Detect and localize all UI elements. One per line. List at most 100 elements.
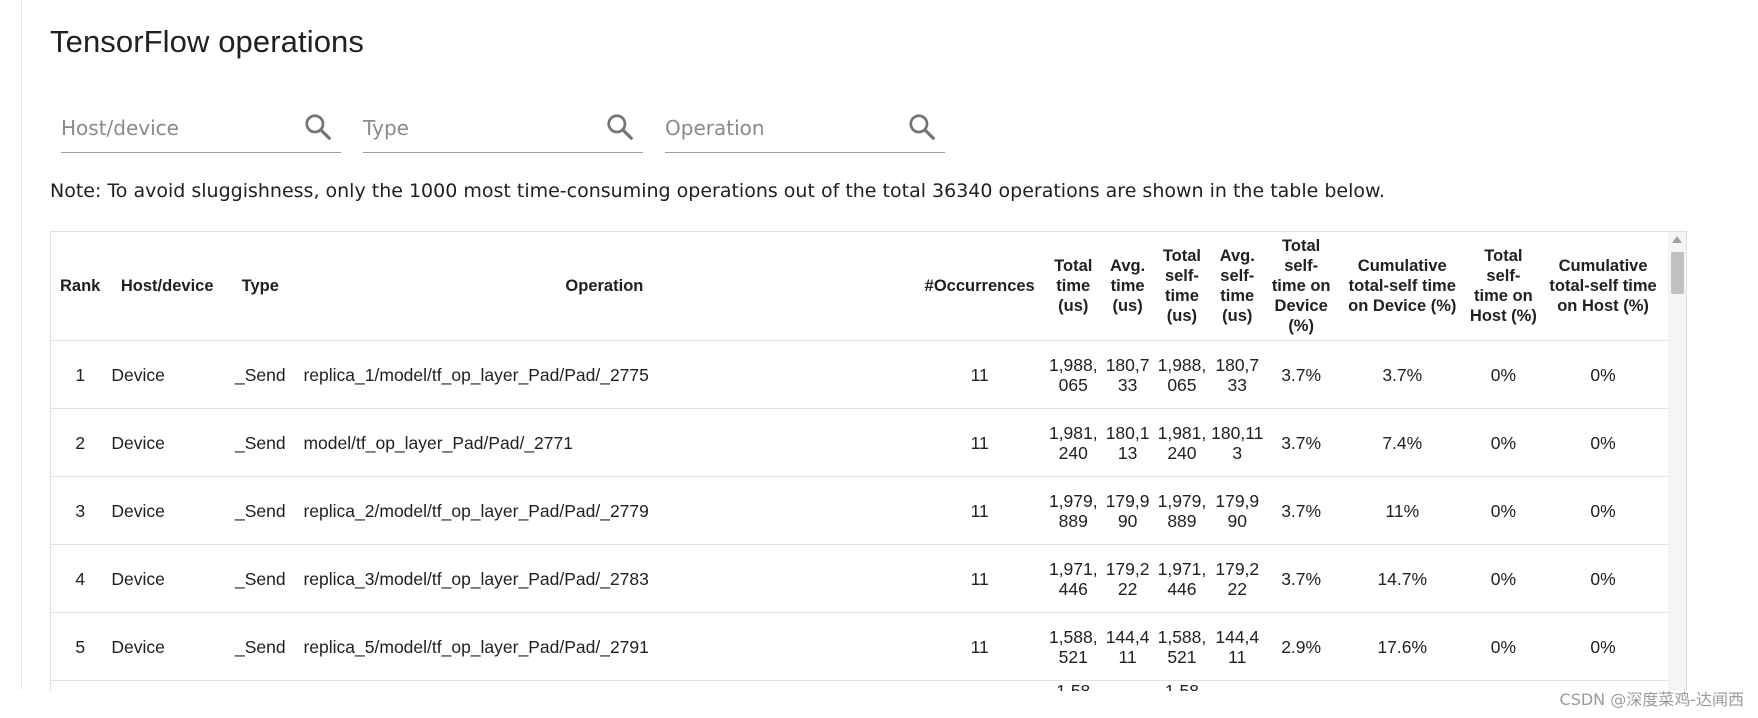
table-row[interactable]: 4 Device _Send replica_3/model/tf_op_lay…: [51, 544, 1667, 613]
cell-host-device: Device: [109, 544, 226, 613]
cell-host-device: Device: [109, 408, 226, 477]
cell-avg-self-time: 179,222: [1209, 544, 1266, 613]
cell-host-device: Device: [109, 476, 226, 545]
cell-avg-time: 179,990: [1100, 476, 1155, 545]
cell-avg-time: [1100, 680, 1155, 691]
column-header-self-time-host-pct[interactable]: Total self-time on Host (%): [1467, 232, 1540, 341]
cell-host-device: [109, 680, 226, 691]
search-icon[interactable]: [303, 112, 333, 142]
cell-host-pct: 0%: [1467, 612, 1540, 681]
cell-operation: replica_3/model/tf_op_layer_Pad/Pad/_278…: [295, 544, 914, 613]
cell-operation: model/tf_op_layer_Pad/Pad/_2771: [295, 408, 914, 477]
cell-total-time: 1,988,065: [1046, 340, 1101, 409]
cell-operation: [295, 680, 914, 691]
table-row[interactable]: 2 Device _Send model/tf_op_layer_Pad/Pad…: [51, 408, 1667, 477]
search-icon[interactable]: [605, 112, 635, 142]
host-device-filter: [61, 104, 341, 153]
column-header-host-device[interactable]: Host/device: [109, 232, 226, 341]
column-header-self-time-device-pct[interactable]: Total self-time on Device (%): [1265, 232, 1337, 341]
cell-total-time: 1,58: [1046, 680, 1101, 691]
column-header-avg-time[interactable]: Avg. time (us): [1100, 232, 1155, 341]
host-device-search-input[interactable]: [61, 114, 291, 142]
cell-host-pct: [1467, 680, 1540, 691]
cell-avg-self-time: 179,990: [1209, 476, 1266, 545]
cell-host-pct: 0%: [1467, 340, 1540, 409]
cell-operation: replica_2/model/tf_op_layer_Pad/Pad/_277…: [295, 476, 914, 545]
table-row[interactable]: 1 Device _Send replica_1/model/tf_op_lay…: [51, 340, 1667, 409]
cell-type: _Send: [225, 476, 296, 545]
cell-device-pct: 3.7%: [1265, 340, 1337, 409]
cell-total-time: 1,979,889: [1046, 476, 1101, 545]
operations-table-container[interactable]: Rank Host/device Type Operation #Occurre…: [50, 231, 1687, 691]
partial-total-time: 1,58: [1056, 681, 1091, 691]
truncation-note: Note: To avoid sluggishness, only the 10…: [50, 180, 1385, 202]
column-header-rank[interactable]: Rank: [51, 232, 110, 341]
cell-device-pct: 3.7%: [1265, 544, 1337, 613]
cell-avg-time: 144,411: [1100, 612, 1155, 681]
operation-filter: [665, 104, 945, 153]
page-title: TensorFlow operations: [50, 24, 364, 59]
table-row[interactable]: 5 Device _Send replica_5/model/tf_op_lay…: [51, 612, 1667, 681]
cell-avg-self-time: 144,411: [1209, 612, 1266, 681]
cell-rank: 4: [51, 544, 110, 613]
cell-cumulative-host-pct: [1539, 680, 1667, 691]
cell-cumulative-device-pct: 11%: [1336, 476, 1468, 545]
search-icon[interactable]: [907, 112, 937, 142]
scroll-up-arrow-icon[interactable]: [1672, 236, 1682, 243]
column-header-occurrences[interactable]: #Occurrences: [913, 232, 1047, 341]
cell-type: _Send: [225, 544, 296, 613]
cell-occurrences: [913, 680, 1047, 691]
type-search-input[interactable]: [363, 114, 593, 142]
cell-host-device: Device: [109, 612, 226, 681]
cell-cumulative-host-pct: 0%: [1539, 408, 1667, 477]
cell-avg-time: 180,733: [1100, 340, 1155, 409]
cell-total-time: 1,588,521: [1046, 612, 1101, 681]
cell-type: [225, 680, 296, 691]
cell-type: _Send: [225, 340, 296, 409]
cell-type: _Send: [225, 408, 296, 477]
cell-device-pct: 2.9%: [1265, 612, 1337, 681]
cell-cumulative-host-pct: 0%: [1539, 340, 1667, 409]
table-header-row: Rank Host/device Type Operation #Occurre…: [51, 232, 1667, 341]
type-filter: [363, 104, 643, 153]
cell-cumulative-host-pct: 0%: [1539, 476, 1667, 545]
operations-table: Rank Host/device Type Operation #Occurre…: [51, 232, 1667, 691]
cell-total-self-time: 1,988,065: [1154, 340, 1210, 409]
cell-avg-time: 179,222: [1100, 544, 1155, 613]
cell-avg-self-time: 180,733: [1209, 340, 1266, 409]
column-header-total-self-time[interactable]: Total self-time (us): [1154, 232, 1210, 341]
cell-occurrences: 11: [913, 544, 1047, 613]
vertical-scrollbar[interactable]: [1668, 232, 1686, 691]
cell-cumulative-device-pct: 3.7%: [1336, 340, 1468, 409]
cell-rank: [51, 680, 110, 691]
column-header-avg-self-time[interactable]: Avg. self-time (us): [1209, 232, 1266, 341]
cell-total-self-time: 1,981,240: [1154, 408, 1210, 477]
cell-cumulative-host-pct: 0%: [1539, 544, 1667, 613]
cell-avg-self-time: 180,113: [1209, 408, 1266, 477]
column-header-total-time[interactable]: Total time (us): [1046, 232, 1101, 341]
cell-total-self-time: 1,588,521: [1154, 612, 1210, 681]
cell-operation: replica_1/model/tf_op_layer_Pad/Pad/_277…: [295, 340, 914, 409]
partial-total-self-time: 1,58: [1164, 681, 1199, 691]
cell-cumulative-device-pct: 7.4%: [1336, 408, 1468, 477]
cell-cumulative-device-pct: 14.7%: [1336, 544, 1468, 613]
cell-host-pct: 0%: [1467, 476, 1540, 545]
operation-search-input[interactable]: [665, 114, 895, 142]
cell-operation: replica_5/model/tf_op_layer_Pad/Pad/_279…: [295, 612, 914, 681]
column-header-operation[interactable]: Operation: [295, 232, 914, 341]
cell-rank: 1: [51, 340, 110, 409]
column-header-type[interactable]: Type: [225, 232, 296, 341]
left-border: [21, 0, 22, 690]
column-header-cumulative-device-pct[interactable]: Cumulative total-self time on Device (%): [1336, 232, 1468, 341]
table-row[interactable]: 1,58 1,58: [51, 680, 1667, 691]
cell-type: _Send: [225, 612, 296, 681]
scrollbar-thumb[interactable]: [1671, 252, 1684, 294]
cell-cumulative-device-pct: [1336, 680, 1468, 691]
cell-avg-time: 180,113: [1100, 408, 1155, 477]
column-header-cumulative-host-pct[interactable]: Cumulative total-self time on Host (%): [1539, 232, 1667, 341]
cell-host-pct: 0%: [1467, 408, 1540, 477]
cell-device-pct: 3.7%: [1265, 408, 1337, 477]
table-row[interactable]: 3 Device _Send replica_2/model/tf_op_lay…: [51, 476, 1667, 545]
watermark: CSDN @深度菜鸡-达闻西: [1559, 690, 1744, 709]
cell-rank: 5: [51, 612, 110, 681]
